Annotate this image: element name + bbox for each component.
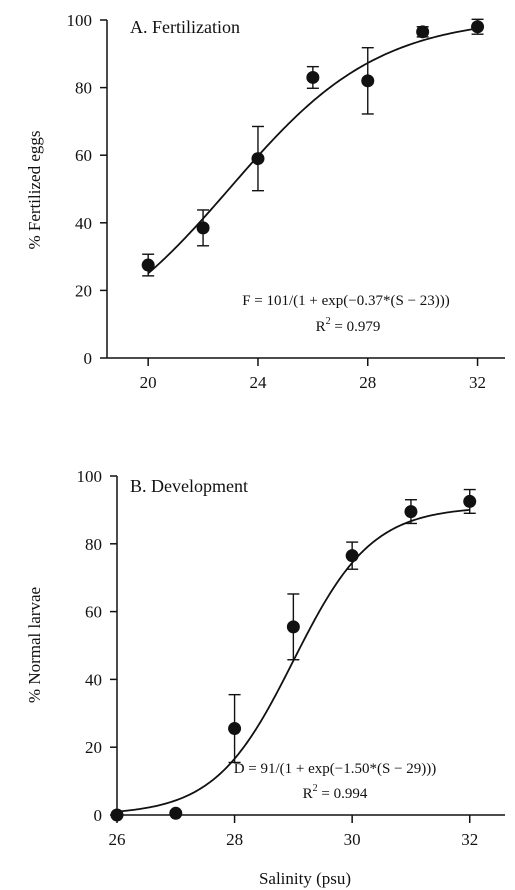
panel-b-x-axis-label: Salinity (psu) bbox=[259, 869, 351, 888]
panel-a-y-tick-label: 40 bbox=[75, 214, 92, 233]
panel-a-data-point bbox=[471, 20, 485, 34]
panel-a-data-point bbox=[141, 258, 155, 272]
panel-a-x-tick-label: 32 bbox=[469, 373, 486, 392]
panel-a-data-point bbox=[196, 221, 210, 235]
panel-b-r-squared: R2 = 0.994 bbox=[303, 783, 368, 802]
panel-a-y-tick-label: 80 bbox=[75, 79, 92, 98]
panel-b-x-tick-label: 30 bbox=[344, 830, 361, 849]
panel-b-data-point bbox=[404, 505, 418, 519]
panel-a-x-tick-label: 20 bbox=[140, 373, 157, 392]
panel-a-fit-curve bbox=[147, 27, 478, 275]
panel-a-y-tick-label: 100 bbox=[67, 11, 93, 30]
panel-b-data-point bbox=[110, 808, 124, 822]
panel-b-data-point bbox=[169, 806, 183, 820]
panel-a-y-axis-label: % Fertilized eggs bbox=[25, 131, 44, 250]
panel-a-data-point bbox=[361, 74, 375, 88]
panel-b-y-axis-label: % Normal larvae bbox=[25, 587, 44, 703]
panel-b-x-tick-label: 32 bbox=[461, 830, 478, 849]
panel-a-title: A. Fertilization bbox=[130, 17, 240, 37]
panel-b-data-point bbox=[228, 722, 242, 736]
panel-b-y-tick-label: 20 bbox=[85, 738, 102, 757]
panel-a-x-tick-label: 28 bbox=[359, 373, 376, 392]
panel-a-x-tick-label: 24 bbox=[249, 373, 267, 392]
panel-a-equation: F = 101/(1 + exp(−0.37*(S − 23))) bbox=[242, 293, 450, 309]
panel-b-y-tick-label: 40 bbox=[85, 670, 102, 689]
panel-b-x-tick-label: 26 bbox=[109, 830, 126, 849]
panel-b-y-tick-label: 80 bbox=[85, 535, 102, 554]
panel-b-y-tick-label: 60 bbox=[85, 603, 102, 622]
panel-b-y-tick-label: 0 bbox=[94, 806, 103, 825]
panel-a-r-squared: R2 = 0.979 bbox=[316, 316, 381, 335]
panel-b-data-point bbox=[286, 620, 300, 634]
panel-b-data-point bbox=[463, 494, 477, 508]
panel-a-data-point bbox=[306, 70, 320, 84]
panel-b-x-tick-label: 28 bbox=[226, 830, 243, 849]
panel-b-title: B. Development bbox=[130, 476, 248, 496]
panel-b-y-tick-label: 100 bbox=[77, 467, 103, 486]
panel-a-data-point bbox=[416, 25, 430, 39]
panel-a-y-tick-label: 20 bbox=[75, 281, 92, 300]
panel-a-y-tick-label: 0 bbox=[84, 349, 93, 368]
panel-b: B. Development % Normal larvae D = 91/(1… bbox=[25, 467, 505, 888]
panel-b-data-point bbox=[345, 549, 359, 563]
panel-a: A. Fertilization % Fertilized eggs F = 1… bbox=[25, 11, 505, 392]
panel-a-data-point bbox=[251, 152, 265, 166]
panel-b-equation: D = 91/(1 + exp(−1.50*(S − 29))) bbox=[234, 761, 437, 777]
panel-a-y-tick-label: 60 bbox=[75, 146, 92, 165]
